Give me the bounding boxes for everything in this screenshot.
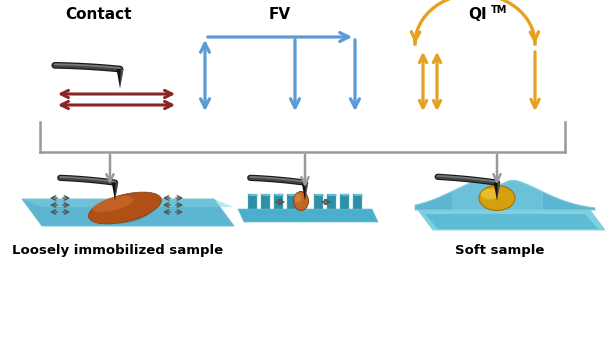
Polygon shape bbox=[497, 182, 500, 201]
Polygon shape bbox=[418, 210, 605, 230]
Polygon shape bbox=[305, 182, 308, 201]
Text: Loosely immobilized sample: Loosely immobilized sample bbox=[12, 244, 224, 257]
Polygon shape bbox=[314, 194, 323, 209]
Polygon shape bbox=[261, 194, 272, 196]
Polygon shape bbox=[248, 194, 257, 209]
Polygon shape bbox=[327, 194, 336, 209]
Polygon shape bbox=[353, 194, 364, 196]
Polygon shape bbox=[261, 194, 270, 209]
Polygon shape bbox=[287, 194, 296, 209]
Polygon shape bbox=[120, 69, 124, 88]
Text: QI: QI bbox=[468, 7, 487, 22]
Polygon shape bbox=[274, 194, 283, 209]
Polygon shape bbox=[314, 194, 325, 196]
Ellipse shape bbox=[479, 185, 515, 210]
Polygon shape bbox=[248, 194, 259, 196]
Polygon shape bbox=[287, 194, 298, 196]
Text: Soft sample: Soft sample bbox=[456, 244, 544, 257]
Ellipse shape bbox=[93, 196, 133, 212]
Text: TM: TM bbox=[491, 5, 507, 15]
Polygon shape bbox=[340, 194, 349, 209]
Ellipse shape bbox=[105, 201, 154, 223]
Polygon shape bbox=[238, 209, 378, 222]
Polygon shape bbox=[274, 194, 285, 196]
Polygon shape bbox=[111, 182, 118, 201]
Ellipse shape bbox=[88, 192, 161, 224]
Ellipse shape bbox=[294, 191, 309, 210]
Polygon shape bbox=[115, 182, 118, 201]
Polygon shape bbox=[22, 199, 234, 226]
Polygon shape bbox=[22, 199, 234, 207]
Polygon shape bbox=[425, 214, 598, 229]
Polygon shape bbox=[340, 194, 351, 196]
Polygon shape bbox=[353, 194, 362, 209]
Ellipse shape bbox=[295, 194, 301, 202]
Text: FV: FV bbox=[269, 7, 291, 22]
Polygon shape bbox=[116, 69, 124, 88]
Polygon shape bbox=[327, 194, 338, 196]
Text: Contact: Contact bbox=[65, 7, 132, 22]
Polygon shape bbox=[301, 182, 308, 201]
Polygon shape bbox=[415, 180, 595, 210]
Polygon shape bbox=[494, 182, 500, 201]
Ellipse shape bbox=[481, 189, 499, 199]
